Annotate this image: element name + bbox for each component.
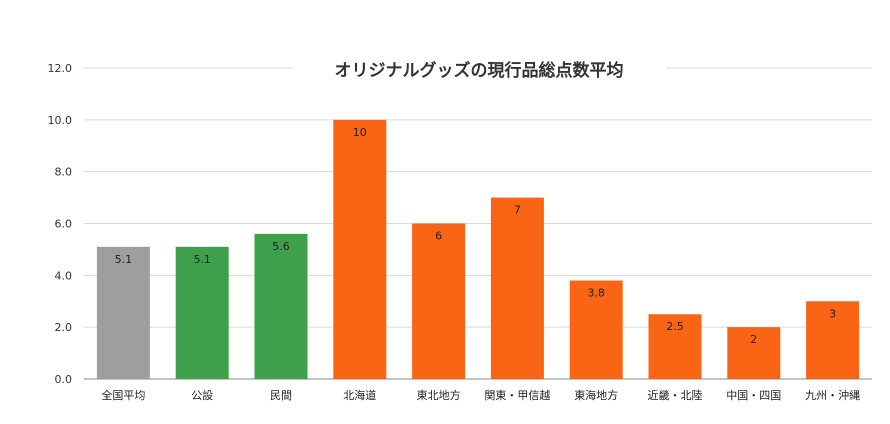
x-category-label: 全国平均 [101, 388, 145, 402]
y-tick-label: 12.0 [48, 62, 73, 75]
bar [412, 223, 466, 379]
x-category-label: 関東・甲信越 [484, 388, 550, 402]
bar [96, 246, 150, 379]
bar [648, 314, 702, 379]
data-labels: 5.1 5.1 5.6 10 6 7 3.8 2.5 2 3 [115, 126, 836, 346]
y-axis-tick-labels: 0.0 2.0 4.0 6.0 8.0 10.0 12.0 [48, 62, 73, 386]
y-tick-label: 4.0 [55, 269, 73, 282]
x-category-label: 東海地方 [574, 388, 618, 402]
bar [569, 280, 623, 379]
x-category-label: 九州・沖縄 [805, 388, 860, 402]
data-label: 10 [353, 126, 367, 139]
data-label: 6 [435, 230, 442, 243]
bar [727, 327, 781, 379]
data-label: 7 [514, 204, 521, 217]
x-category-label: 中国・四国 [726, 389, 781, 402]
data-label: 5.1 [193, 253, 211, 266]
x-category-label: 民間 [270, 389, 292, 402]
data-label: 2 [750, 333, 757, 346]
data-label: 2.5 [666, 320, 684, 333]
data-label: 3.8 [587, 287, 605, 300]
chart-title: オリジナルグッズの現行品総点数平均 [335, 60, 624, 81]
bars [96, 119, 860, 379]
data-label: 5.1 [115, 253, 133, 266]
y-tick-label: 6.0 [55, 218, 73, 231]
bar [806, 301, 860, 379]
chart-title-background [292, 56, 666, 84]
x-category-label: 北海道 [343, 388, 376, 402]
bar [175, 246, 229, 379]
data-label: 3 [829, 307, 836, 320]
bar [254, 233, 308, 379]
y-tick-label: 0.0 [55, 373, 73, 386]
x-category-label: 公設 [191, 388, 213, 402]
x-category-label: 近畿・北陸 [648, 388, 703, 402]
bar [490, 197, 544, 379]
bar [333, 119, 387, 379]
y-tick-label: 10.0 [48, 114, 73, 127]
data-label: 5.6 [272, 240, 290, 253]
x-axis-category-labels: 全国平均 公設 民間 北海道 東北地方 関東・甲信越 東海地方 近畿・北陸 中国・四国 九州・沖縄 [101, 388, 860, 402]
y-tick-label: 8.0 [55, 166, 73, 179]
x-category-label: 東北地方 [417, 388, 461, 402]
y-tick-label: 2.0 [55, 321, 73, 334]
